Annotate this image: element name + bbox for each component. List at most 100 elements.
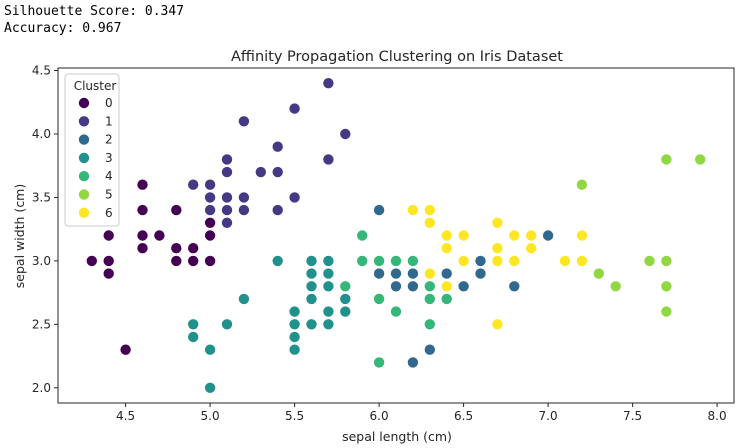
y-axis-label: sepal width (cm): [12, 184, 27, 288]
y-tick: 4.5: [32, 64, 58, 78]
data-point: [609, 280, 622, 293]
data-point: [288, 305, 301, 318]
plot-frame: [57, 67, 735, 404]
data-point: [305, 267, 318, 280]
data-point: [406, 254, 419, 267]
silhouette-score-text: Silhouette Score: 0.347: [4, 4, 185, 19]
data-point: [322, 318, 335, 331]
data-point: [373, 254, 386, 267]
data-point: [389, 254, 402, 267]
legend-item: 0: [78, 96, 113, 110]
legend-label: 1: [105, 114, 113, 128]
y-tick: 3.0: [32, 254, 58, 268]
data-point: [220, 318, 233, 331]
data-point: [491, 242, 504, 255]
data-point: [271, 204, 284, 217]
legend-marker: [78, 206, 91, 219]
data-point: [457, 229, 470, 242]
data-point: [389, 280, 402, 293]
data-point: [220, 153, 233, 166]
data-point: [136, 242, 149, 255]
series-4: [339, 229, 453, 369]
data-point: [204, 204, 217, 217]
data-point: [457, 254, 470, 267]
legend-marker: [78, 151, 91, 164]
data-point: [356, 254, 369, 267]
legend-marker: [78, 170, 91, 183]
data-point: [85, 254, 98, 267]
data-point: [440, 242, 453, 255]
x-axis: 4.5 5.0 5.5 6.0 6.5 7.0 7.5 8.0: [116, 403, 727, 423]
data-point: [406, 356, 419, 369]
legend-item: 4: [78, 169, 113, 183]
data-point: [288, 191, 301, 204]
legend-label: 0: [105, 96, 113, 110]
x-tick-label: 7.0: [539, 409, 558, 423]
data-point: [559, 254, 572, 267]
x-tick: 6.0: [370, 403, 389, 423]
data-point: [525, 229, 538, 242]
data-point: [491, 318, 504, 331]
series-0: [85, 178, 217, 356]
legend-marker: [78, 133, 91, 146]
data-point: [220, 216, 233, 229]
data-point: [339, 305, 352, 318]
data-point: [406, 280, 419, 293]
data-point: [440, 229, 453, 242]
data-point: [474, 267, 487, 280]
x-tick: 6.5: [454, 403, 473, 423]
data-point: [305, 254, 318, 267]
data-point: [254, 166, 267, 179]
data-point: [406, 267, 419, 280]
x-tick-label: 4.5: [116, 409, 135, 423]
y-tick: 4.0: [32, 127, 58, 141]
x-tick: 5.5: [285, 403, 304, 423]
data-point: [373, 356, 386, 369]
data-point: [237, 292, 250, 305]
chart-title: Affinity Propagation Clustering on Iris …: [231, 49, 563, 65]
data-point: [406, 204, 419, 217]
data-point: [660, 305, 673, 318]
legend-item: 5: [78, 188, 113, 202]
data-point: [339, 292, 352, 305]
series-6: [406, 204, 588, 331]
legend-label: 3: [105, 151, 113, 165]
data-point: [119, 343, 132, 356]
y-tick-label: 2.0: [32, 381, 51, 395]
data-point: [508, 280, 521, 293]
data-point: [491, 216, 504, 229]
data-point: [204, 191, 217, 204]
data-point: [592, 267, 605, 280]
accuracy-text: Accuracy: 0.967: [4, 21, 122, 36]
data-point: [694, 153, 707, 166]
data-point: [305, 292, 318, 305]
legend-title: Cluster: [74, 79, 117, 93]
plot-area: [85, 77, 707, 394]
data-point: [525, 242, 538, 255]
data-point: [373, 267, 386, 280]
data-point: [575, 229, 588, 242]
data-point: [542, 229, 555, 242]
data-point: [440, 280, 453, 293]
x-tick: 7.0: [539, 403, 558, 423]
data-point: [440, 267, 453, 280]
y-tick-label: 3.0: [32, 254, 51, 268]
data-point: [187, 318, 200, 331]
data-point: [170, 254, 183, 267]
data-point: [322, 305, 335, 318]
x-tick-label: 5.5: [285, 409, 304, 423]
data-point: [102, 229, 115, 242]
data-point: [288, 330, 301, 343]
legend-label: 5: [105, 188, 113, 202]
x-tick: 5.0: [201, 403, 220, 423]
data-point: [136, 229, 149, 242]
data-point: [440, 292, 453, 305]
data-point: [423, 267, 436, 280]
data-point: [204, 216, 217, 229]
data-point: [204, 254, 217, 267]
x-tick: 4.5: [116, 403, 135, 423]
data-point: [102, 254, 115, 267]
data-point: [136, 204, 149, 217]
data-point: [423, 280, 436, 293]
